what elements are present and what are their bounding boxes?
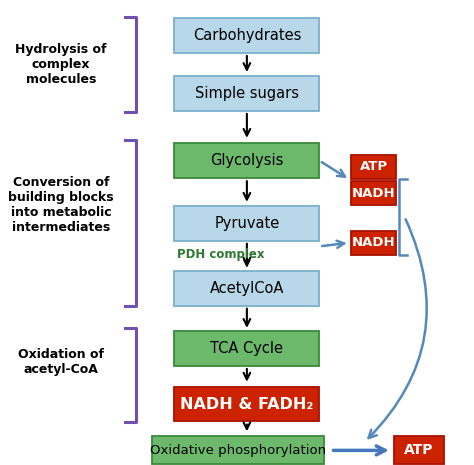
FancyBboxPatch shape — [351, 231, 396, 255]
Text: TCA Cycle: TCA Cycle — [210, 341, 283, 356]
FancyBboxPatch shape — [174, 206, 319, 240]
Text: Pyruvate: Pyruvate — [214, 216, 280, 231]
Text: NADH: NADH — [352, 236, 395, 249]
Text: PDH complex: PDH complex — [177, 248, 264, 261]
FancyBboxPatch shape — [174, 18, 319, 53]
FancyBboxPatch shape — [152, 437, 324, 465]
Text: Carbohydrates: Carbohydrates — [193, 28, 301, 43]
Text: Simple sugars: Simple sugars — [195, 86, 299, 101]
Text: ATP: ATP — [404, 444, 434, 458]
FancyArrowPatch shape — [368, 219, 427, 438]
FancyBboxPatch shape — [174, 331, 319, 366]
FancyBboxPatch shape — [174, 76, 319, 111]
Text: Glycolysis: Glycolysis — [210, 153, 283, 168]
Text: Oxidative phosphorylation: Oxidative phosphorylation — [150, 444, 326, 457]
Text: NADH: NADH — [352, 186, 395, 199]
Text: Hydrolysis of
complex
molecules: Hydrolysis of complex molecules — [16, 43, 107, 86]
FancyBboxPatch shape — [351, 181, 396, 205]
Text: Conversion of
building blocks
into metabolic
intermediates: Conversion of building blocks into metab… — [9, 176, 114, 234]
FancyBboxPatch shape — [351, 155, 396, 179]
Text: NADH & FADH₂: NADH & FADH₂ — [180, 397, 314, 412]
FancyBboxPatch shape — [174, 271, 319, 306]
Text: ATP: ATP — [360, 160, 388, 173]
Text: Oxidation of
acetyl-CoA: Oxidation of acetyl-CoA — [18, 348, 104, 376]
FancyBboxPatch shape — [174, 143, 319, 178]
FancyBboxPatch shape — [394, 437, 444, 465]
Text: AcetylCoA: AcetylCoA — [210, 281, 284, 296]
FancyBboxPatch shape — [174, 387, 319, 421]
